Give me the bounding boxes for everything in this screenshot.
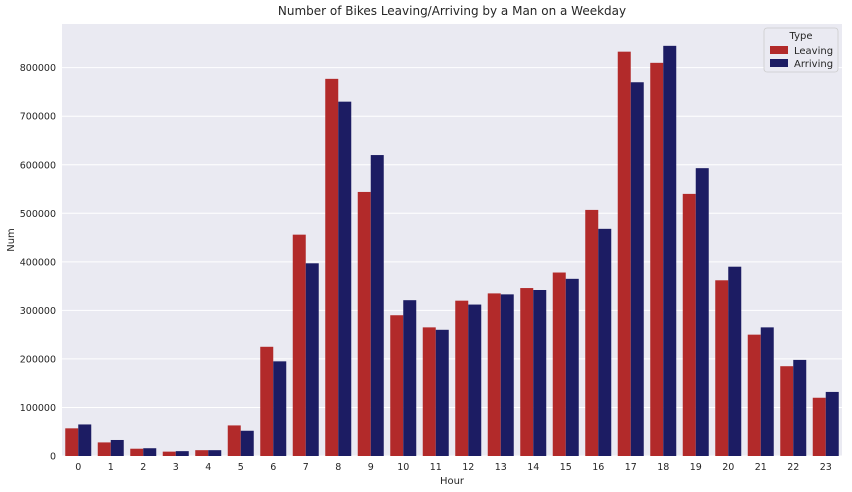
y-tick-label: 600000: [20, 160, 56, 171]
bar-leaving-8: [325, 78, 339, 457]
bars: [65, 45, 839, 457]
bar-arriving-2: [143, 448, 157, 456]
legend-items: Leaving Arriving: [770, 46, 833, 70]
x-tick-label: 17: [625, 462, 637, 473]
bar-leaving-1: [97, 442, 111, 456]
bar-arriving-12: [468, 304, 482, 456]
bar-arriving-23: [825, 391, 839, 456]
y-tick-label: 800000: [20, 63, 56, 74]
bar-arriving-19: [695, 168, 709, 456]
y-tick-label: 100000: [20, 403, 56, 414]
bar-leaving-16: [585, 209, 599, 456]
chart-title: Number of Bikes Leaving/Arriving by a Ma…: [278, 4, 626, 18]
legend-swatch-arriving: [770, 59, 788, 67]
x-axis-label: Hour: [440, 476, 465, 487]
x-tick-label: 12: [462, 462, 474, 473]
bar-arriving-9: [370, 155, 384, 456]
bar-arriving-15: [565, 278, 579, 456]
x-tick-label: 0: [75, 462, 81, 473]
legend: Type Leaving Arriving: [763, 27, 839, 73]
y-tick-label: 700000: [20, 112, 56, 123]
legend-swatch-leaving: [770, 46, 788, 54]
x-tick-label: 3: [173, 462, 179, 473]
bar-arriving-1: [110, 439, 124, 456]
x-tick-label: 10: [397, 462, 409, 473]
bar-arriving-17: [630, 82, 644, 456]
bar-arriving-4: [208, 450, 222, 456]
y-tick-label: 500000: [20, 209, 56, 220]
bar-arriving-21: [760, 327, 774, 456]
y-tick-label: 300000: [20, 306, 56, 317]
plot-area: [62, 24, 842, 456]
bar-leaving-13: [487, 293, 501, 456]
bar-arriving-5: [240, 430, 254, 456]
bar-arriving-6: [273, 361, 287, 456]
bar-arriving-11: [435, 329, 449, 456]
bar-arriving-3: [175, 451, 189, 456]
bar-arriving-20: [728, 266, 742, 456]
x-tick-label: 2: [140, 462, 146, 473]
x-tick-label: 20: [722, 462, 734, 473]
x-axis-ticks: 0 1 2 3 4 5 6 7 8 9 10 11 12 13 14 15 16 17 18 19 20 21 22 23: [75, 462, 832, 473]
bar-arriving-7: [305, 263, 319, 456]
bar-arriving-0: [78, 424, 92, 456]
gridlines: [62, 67, 842, 457]
y-axis-label: Num: [6, 228, 17, 252]
x-tick-label: 16: [592, 462, 604, 473]
bar-leaving-4: [195, 450, 209, 456]
x-tick-label: 15: [560, 462, 572, 473]
bar-leaving-11: [422, 327, 436, 456]
bar-leaving-9: [357, 191, 371, 457]
y-axis-ticks: 0 100000 200000 300000 400000 500000 600000 700…: [20, 63, 56, 462]
bar-leaving-22: [780, 366, 794, 456]
x-tick-label: 13: [495, 462, 507, 473]
legend-label-arriving: Arriving: [794, 59, 833, 70]
x-tick-label: 23: [820, 462, 832, 473]
legend-title: Type: [789, 31, 813, 42]
bar-leaving-2: [130, 448, 144, 456]
x-tick-label: 11: [430, 462, 442, 473]
bar-arriving-13: [500, 294, 514, 456]
bar-arriving-10: [403, 300, 417, 456]
bar-arriving-14: [533, 289, 547, 456]
bar-leaving-12: [455, 300, 469, 456]
x-tick-label: 14: [527, 462, 539, 473]
bar-leaving-20: [715, 280, 729, 456]
legend-label-leaving: Leaving: [794, 46, 833, 57]
bar-arriving-18: [663, 45, 677, 456]
x-tick-label: 6: [270, 462, 276, 473]
y-tick-label: 0: [50, 452, 56, 463]
y-tick-label: 200000: [20, 354, 56, 365]
x-tick-label: 9: [368, 462, 374, 473]
bar-arriving-22: [793, 359, 807, 456]
bar-leaving-10: [390, 315, 404, 456]
bar-leaving-7: [292, 234, 306, 456]
x-tick-label: 21: [755, 462, 767, 473]
x-tick-label: 19: [690, 462, 702, 473]
bar-leaving-18: [650, 62, 664, 457]
bar-leaving-3: [162, 451, 176, 456]
bar-leaving-21: [747, 334, 761, 456]
y-tick-label: 400000: [20, 257, 56, 268]
x-tick-label: 18: [657, 462, 669, 473]
bar-leaving-17: [617, 51, 631, 456]
bar-arriving-16: [598, 228, 612, 456]
x-tick-label: 8: [335, 462, 341, 473]
x-tick-label: 5: [238, 462, 244, 473]
bar-leaving-19: [682, 193, 696, 456]
bar-leaving-14: [520, 288, 534, 456]
bar-leaving-5: [227, 425, 241, 456]
bar-leaving-6: [260, 346, 274, 456]
bar-leaving-0: [65, 428, 79, 456]
bar-leaving-23: [812, 397, 826, 456]
x-tick-label: 4: [205, 462, 211, 473]
x-tick-label: 7: [303, 462, 309, 473]
x-tick-label: 1: [108, 462, 114, 473]
bar-leaving-15: [552, 272, 566, 456]
x-tick-label: 22: [787, 462, 799, 473]
bar-arriving-8: [338, 101, 352, 457]
